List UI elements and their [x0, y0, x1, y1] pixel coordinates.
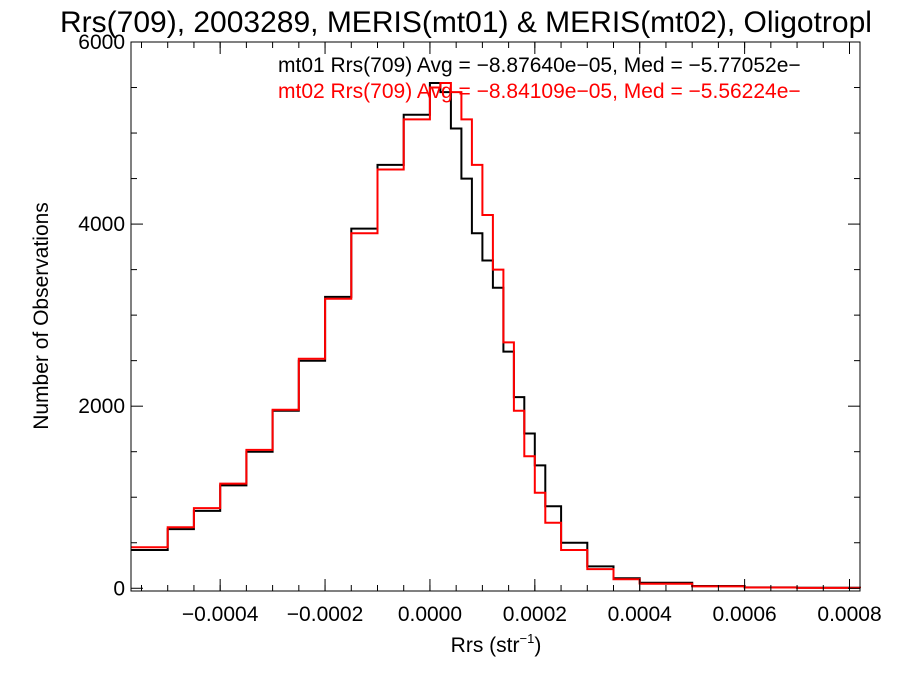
series-layer	[131, 82, 861, 589]
x-tick-label: 0.0006	[713, 603, 777, 626]
y-tick-label: 0	[113, 577, 125, 600]
annotation-mt02: mt02 Rrs(709) Avg = −8.84109e−05, Med = …	[278, 80, 801, 103]
x-tick-label: 0.0000	[398, 603, 462, 626]
y-tick-label: 4000	[78, 213, 125, 236]
x-axis-label-suffix: )	[534, 634, 541, 657]
series-line-0	[131, 82, 861, 589]
x-tick-label: 0.0008	[817, 603, 881, 626]
chart-title: Rrs(709), 2003289, MERIS(mt01) & MERIS(m…	[60, 6, 872, 39]
x-axis-label: Rrs (str−1)	[451, 631, 542, 657]
y-tick-label: 2000	[78, 395, 125, 418]
x-tick-label: −0.0002	[287, 603, 364, 626]
x-tick-label: −0.0004	[182, 603, 259, 626]
x-tick-label: 0.0004	[608, 603, 673, 626]
annotation-mt01: mt01 Rrs(709) Avg = −8.87640e−05, Med = …	[278, 54, 801, 77]
series-line-1	[131, 82, 861, 589]
tick-layer: −0.0004 −0.0002 0.0000 0.0002 0.0004 0.0006 0.…	[78, 31, 881, 626]
y-tick-label: 6000	[78, 31, 125, 54]
plot-frame	[130, 41, 861, 592]
x-tick-label: 0.0002	[503, 603, 567, 626]
x-axis-label-main: Rrs (str	[451, 634, 520, 657]
x-axis-label-superscript: −1	[520, 631, 535, 646]
y-axis-label: Number of Observations	[30, 202, 53, 430]
